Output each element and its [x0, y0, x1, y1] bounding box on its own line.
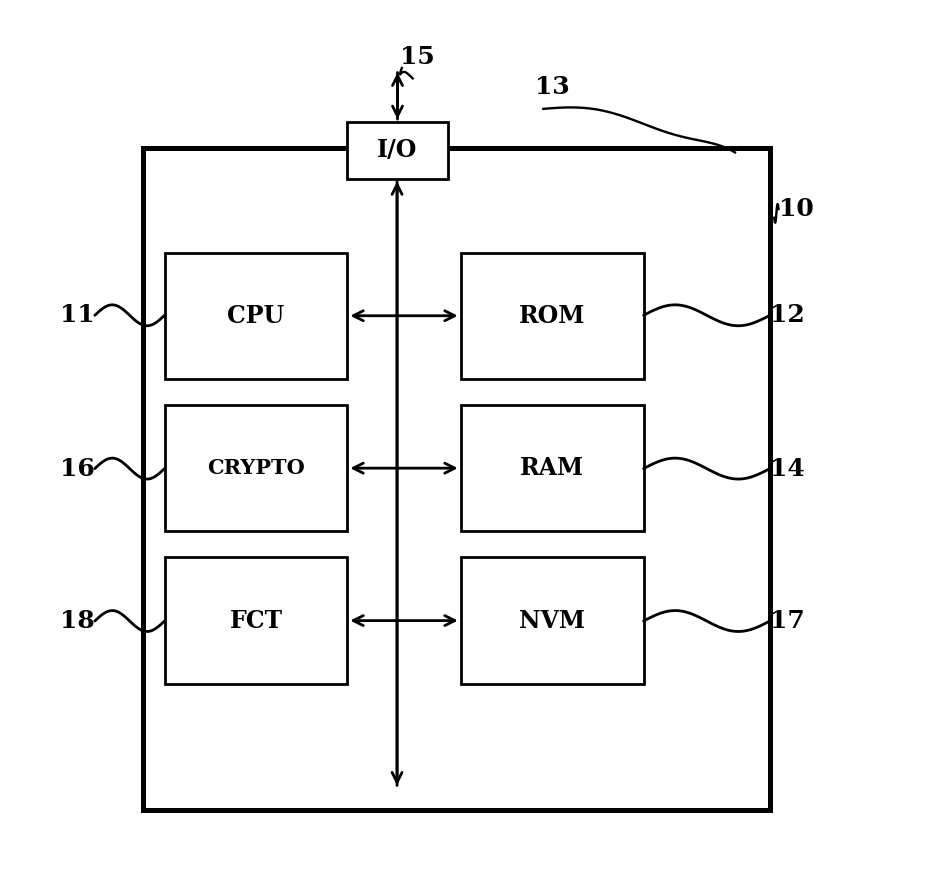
Text: 18: 18: [60, 609, 95, 633]
Text: 17: 17: [770, 609, 804, 633]
Text: 13: 13: [535, 75, 569, 99]
Bar: [460, 557, 644, 684]
Bar: [348, 122, 447, 179]
Bar: [165, 405, 348, 531]
Bar: [165, 557, 348, 684]
Text: NVM: NVM: [519, 609, 585, 632]
Text: 12: 12: [770, 303, 804, 327]
Text: ROM: ROM: [519, 304, 585, 327]
Text: 10: 10: [778, 197, 814, 221]
Bar: [165, 253, 348, 379]
Text: 15: 15: [400, 44, 434, 69]
Text: CPU: CPU: [228, 304, 285, 327]
Text: I/O: I/O: [378, 138, 418, 162]
Text: CRYPTO: CRYPTO: [207, 458, 305, 478]
Bar: [460, 253, 644, 379]
Text: 16: 16: [60, 456, 95, 481]
Bar: [460, 405, 644, 531]
Bar: [142, 148, 770, 810]
Text: 11: 11: [60, 303, 95, 327]
Text: 14: 14: [770, 456, 804, 481]
Text: RAM: RAM: [520, 456, 584, 480]
Text: FCT: FCT: [230, 609, 283, 632]
